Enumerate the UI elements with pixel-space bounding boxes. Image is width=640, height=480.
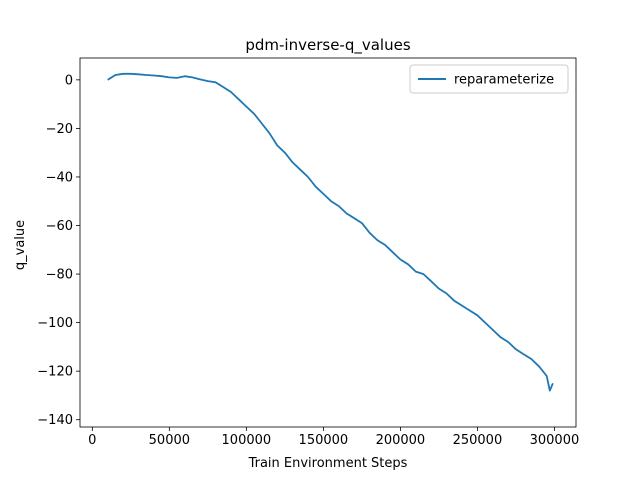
x-tick-label: 100000 (222, 433, 272, 448)
plot-area: 0 50000 100000 150000 200000 250000 300000 0 −20… (37, 57, 580, 448)
x-tick-label: 250000 (453, 433, 503, 448)
x-tick-label: 150000 (299, 433, 349, 448)
chart-title: pdm-inverse-q_values (245, 36, 410, 55)
x-tick-label: 0 (88, 433, 96, 448)
x-tick-label: 200000 (376, 433, 426, 448)
x-axis-label: Train Environment Steps (248, 456, 408, 471)
y-tick-label: −140 (37, 413, 73, 428)
x-tick-label: 50000 (149, 433, 190, 448)
y-tick-label: −40 (46, 170, 73, 185)
y-tick-label: −60 (46, 219, 73, 234)
y-tick-label: −20 (46, 122, 73, 137)
series-line-reparameterize (107, 72, 554, 392)
legend-box (409, 64, 569, 94)
y-tick-label: −80 (46, 268, 73, 283)
x-tick-label: 300000 (530, 433, 580, 448)
axes-frame (79, 57, 577, 428)
y-axis-label: q_value (13, 220, 28, 270)
legend-label: reparameterize (454, 73, 554, 88)
y-tick-label: −120 (37, 365, 73, 380)
y-tick-label: 0 (65, 73, 73, 88)
y-tick-label: −100 (37, 316, 73, 331)
